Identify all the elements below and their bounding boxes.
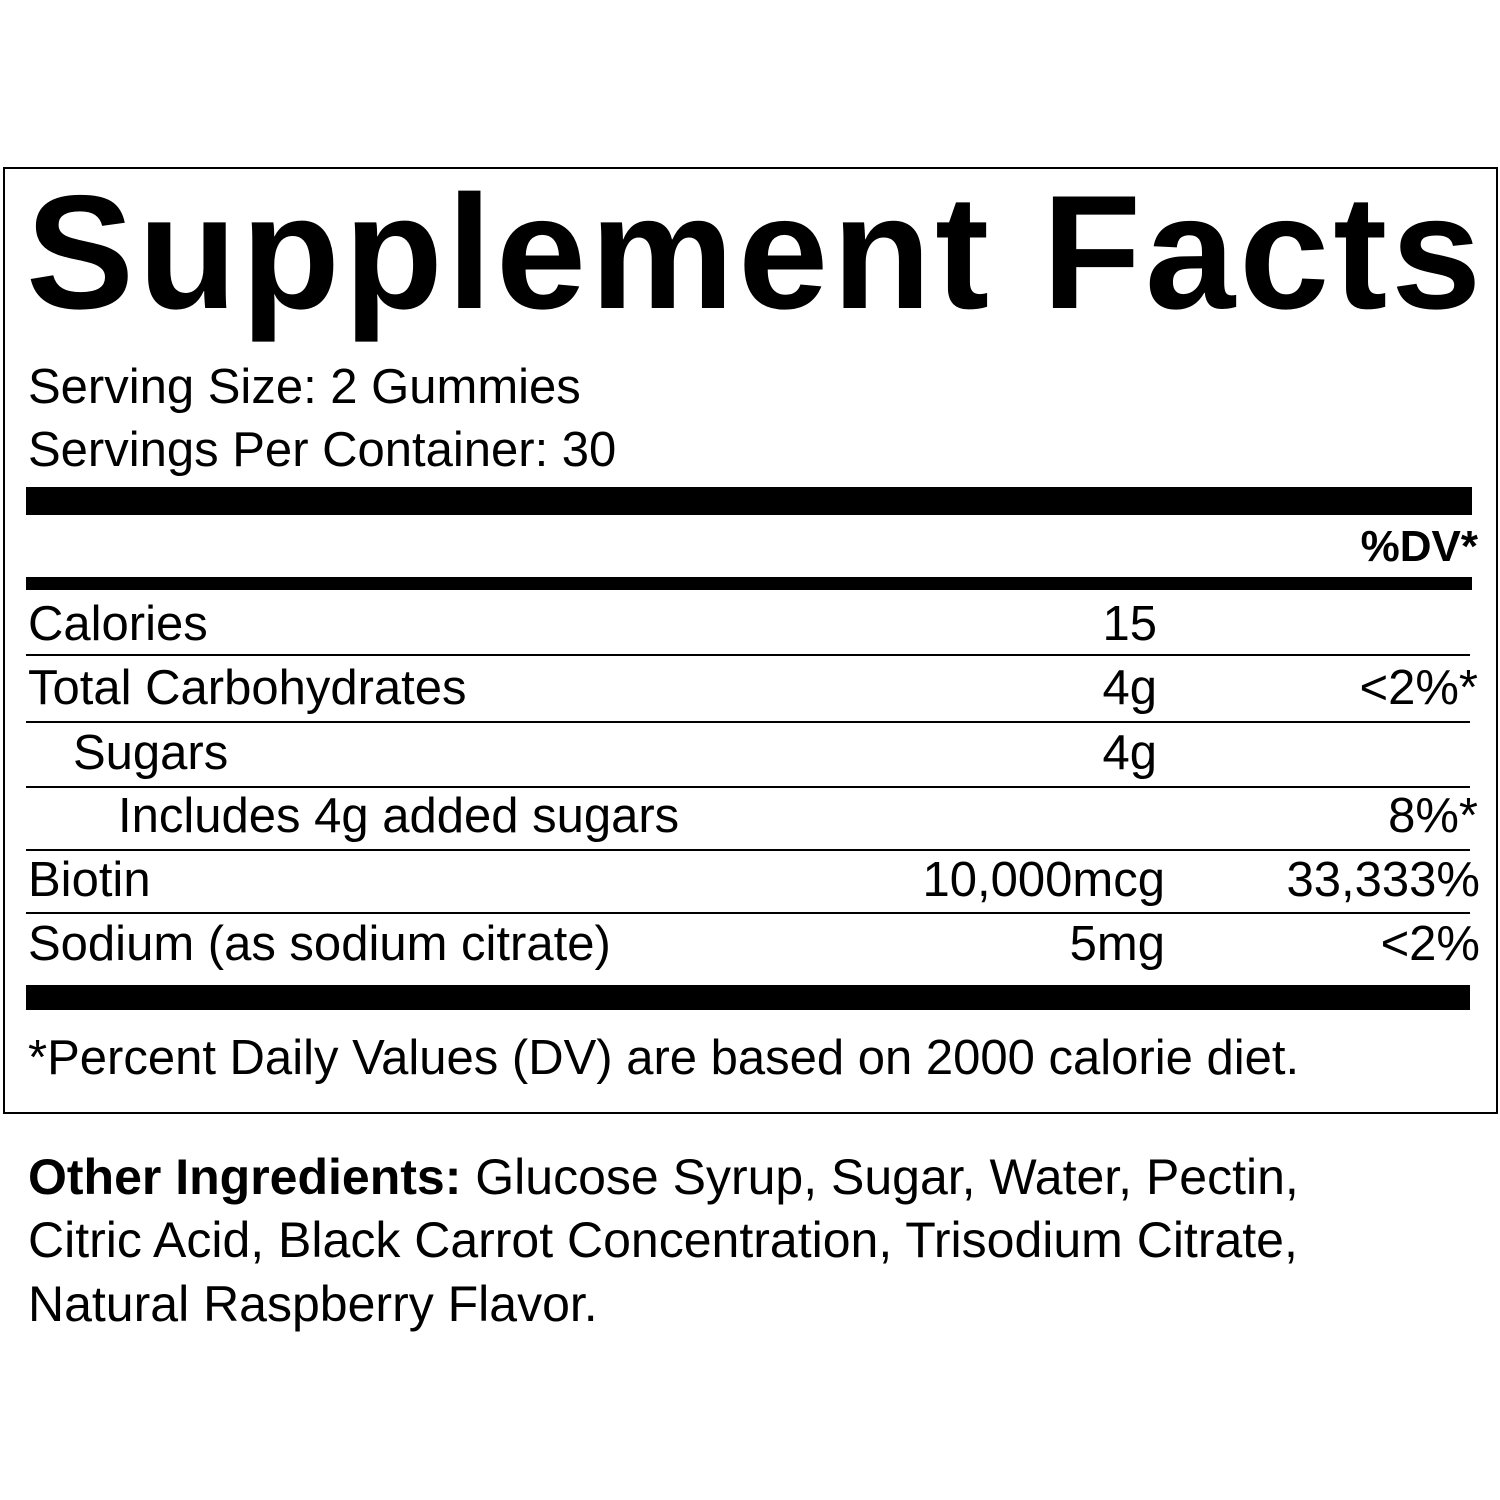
row-name: Sodium (as sodium citrate) [28, 917, 611, 971]
row-name: Biotin [28, 853, 151, 907]
serving-size: Serving Size: 2 Gummies [28, 360, 581, 414]
row-dv: <2%* [1359, 661, 1478, 715]
row-name: Calories [28, 597, 208, 651]
supplement-facts-panel [3, 167, 1498, 1114]
ingredients-text: Glucose Syrup, Sugar, Water, Pectin, [475, 1149, 1299, 1205]
row-divider [26, 849, 1470, 851]
row-name: Sugars [73, 726, 229, 780]
thick-divider [26, 487, 1472, 515]
other-ingredients-line: Natural Raspberry Flavor. [28, 1276, 598, 1332]
other-ingredients-line: Other Ingredients: Glucose Syrup, Sugar,… [28, 1152, 1299, 1202]
thick-divider [26, 985, 1470, 1010]
row-name: Total Carbohydrates [28, 661, 467, 715]
row-dv: 8%* [1388, 789, 1478, 843]
other-ingredients-line: Citric Acid, Black Carrot Concentration,… [28, 1212, 1298, 1268]
row-divider [26, 912, 1470, 914]
row-divider [26, 721, 1470, 723]
row-name: Includes 4g added sugars [118, 789, 680, 843]
row-amount: 15 [1102, 597, 1157, 651]
row-divider [26, 654, 1470, 656]
row-dv: 33,333% [1286, 853, 1480, 907]
medium-divider [26, 577, 1472, 590]
row-amount: 4g [1102, 661, 1157, 715]
other-ingredients-label: Other Ingredients: [28, 1149, 462, 1205]
row-divider [26, 786, 1470, 788]
panel-title: Supplement Facts [26, 162, 1486, 343]
row-dv: <2% [1380, 917, 1480, 971]
dv-header: %DV* [1360, 522, 1478, 571]
row-amount: 5mg [1069, 917, 1165, 971]
footnote: *Percent Daily Values (DV) are based on … [28, 1031, 1300, 1085]
row-amount: 4g [1102, 726, 1157, 780]
servings-per-container: Servings Per Container: 30 [28, 423, 617, 477]
row-amount: 10,000mcg [922, 853, 1165, 907]
